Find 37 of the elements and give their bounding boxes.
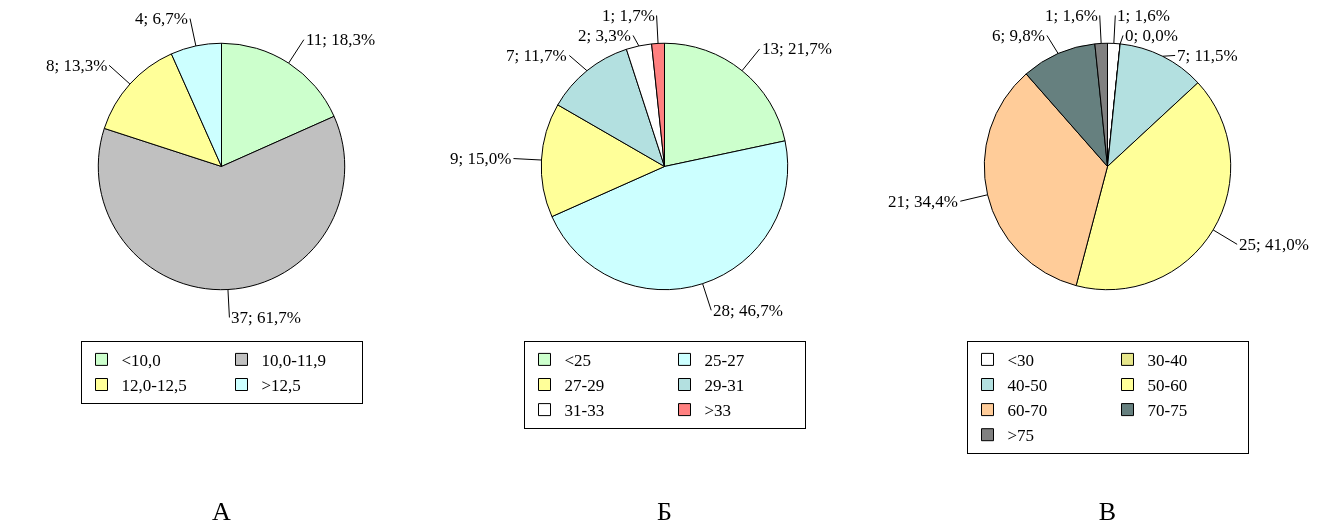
data-label: 6; 9,8% <box>992 26 1045 45</box>
legend-label: 40-50 <box>1007 376 1048 396</box>
legend-label: <30 <box>1007 351 1035 371</box>
legend-label: 10,0-11,9 <box>261 351 327 371</box>
legend-label: 12,0-12,5 <box>121 376 187 396</box>
legend-label: 25-27 <box>704 351 745 371</box>
data-label: 2; 3,3% <box>578 26 631 45</box>
data-label: 13; 21,7% <box>762 39 832 58</box>
legend-label: 50-60 <box>1147 376 1188 396</box>
data-label: 8; 13,3% <box>46 56 108 75</box>
legend-label: 29-31 <box>704 376 745 396</box>
data-label: 1; 1,6% <box>1117 6 1170 25</box>
data-label: 21; 34,4% <box>888 192 958 211</box>
legend-label: <10,0 <box>121 351 161 371</box>
data-label: 7; 11,5% <box>1177 46 1238 65</box>
data-label: 37; 61,7% <box>231 308 301 327</box>
data-label: 9; 15,0% <box>450 149 512 168</box>
data-label: 1; 1,7% <box>602 6 655 25</box>
text: 0; 0,0% <box>1125 26 1178 45</box>
data-label: 1; 1,6% <box>1045 6 1098 25</box>
data-label: 25; 41,0% <box>1239 235 1309 254</box>
text: А <box>212 496 232 525</box>
legend-label: 70-75 <box>1147 401 1188 421</box>
legend-label: 60-70 <box>1007 401 1048 421</box>
legend-label: <25 <box>564 351 592 371</box>
data-label: 11; 18,3% <box>306 30 376 49</box>
legend-label: >75 <box>1007 426 1035 446</box>
text: Б <box>657 496 672 525</box>
legend-label: 31-33 <box>564 401 605 421</box>
legend-label: 30-40 <box>1147 351 1188 371</box>
text: В <box>1098 496 1117 525</box>
legend-label: 27-29 <box>564 376 605 396</box>
legend-label: >33 <box>704 401 732 421</box>
legend-label: >12,5 <box>261 376 301 396</box>
data-label: 7; 11,7% <box>506 46 567 65</box>
data-label: 28; 46,7% <box>713 301 783 320</box>
data-label: 4; 6,7% <box>135 9 188 28</box>
